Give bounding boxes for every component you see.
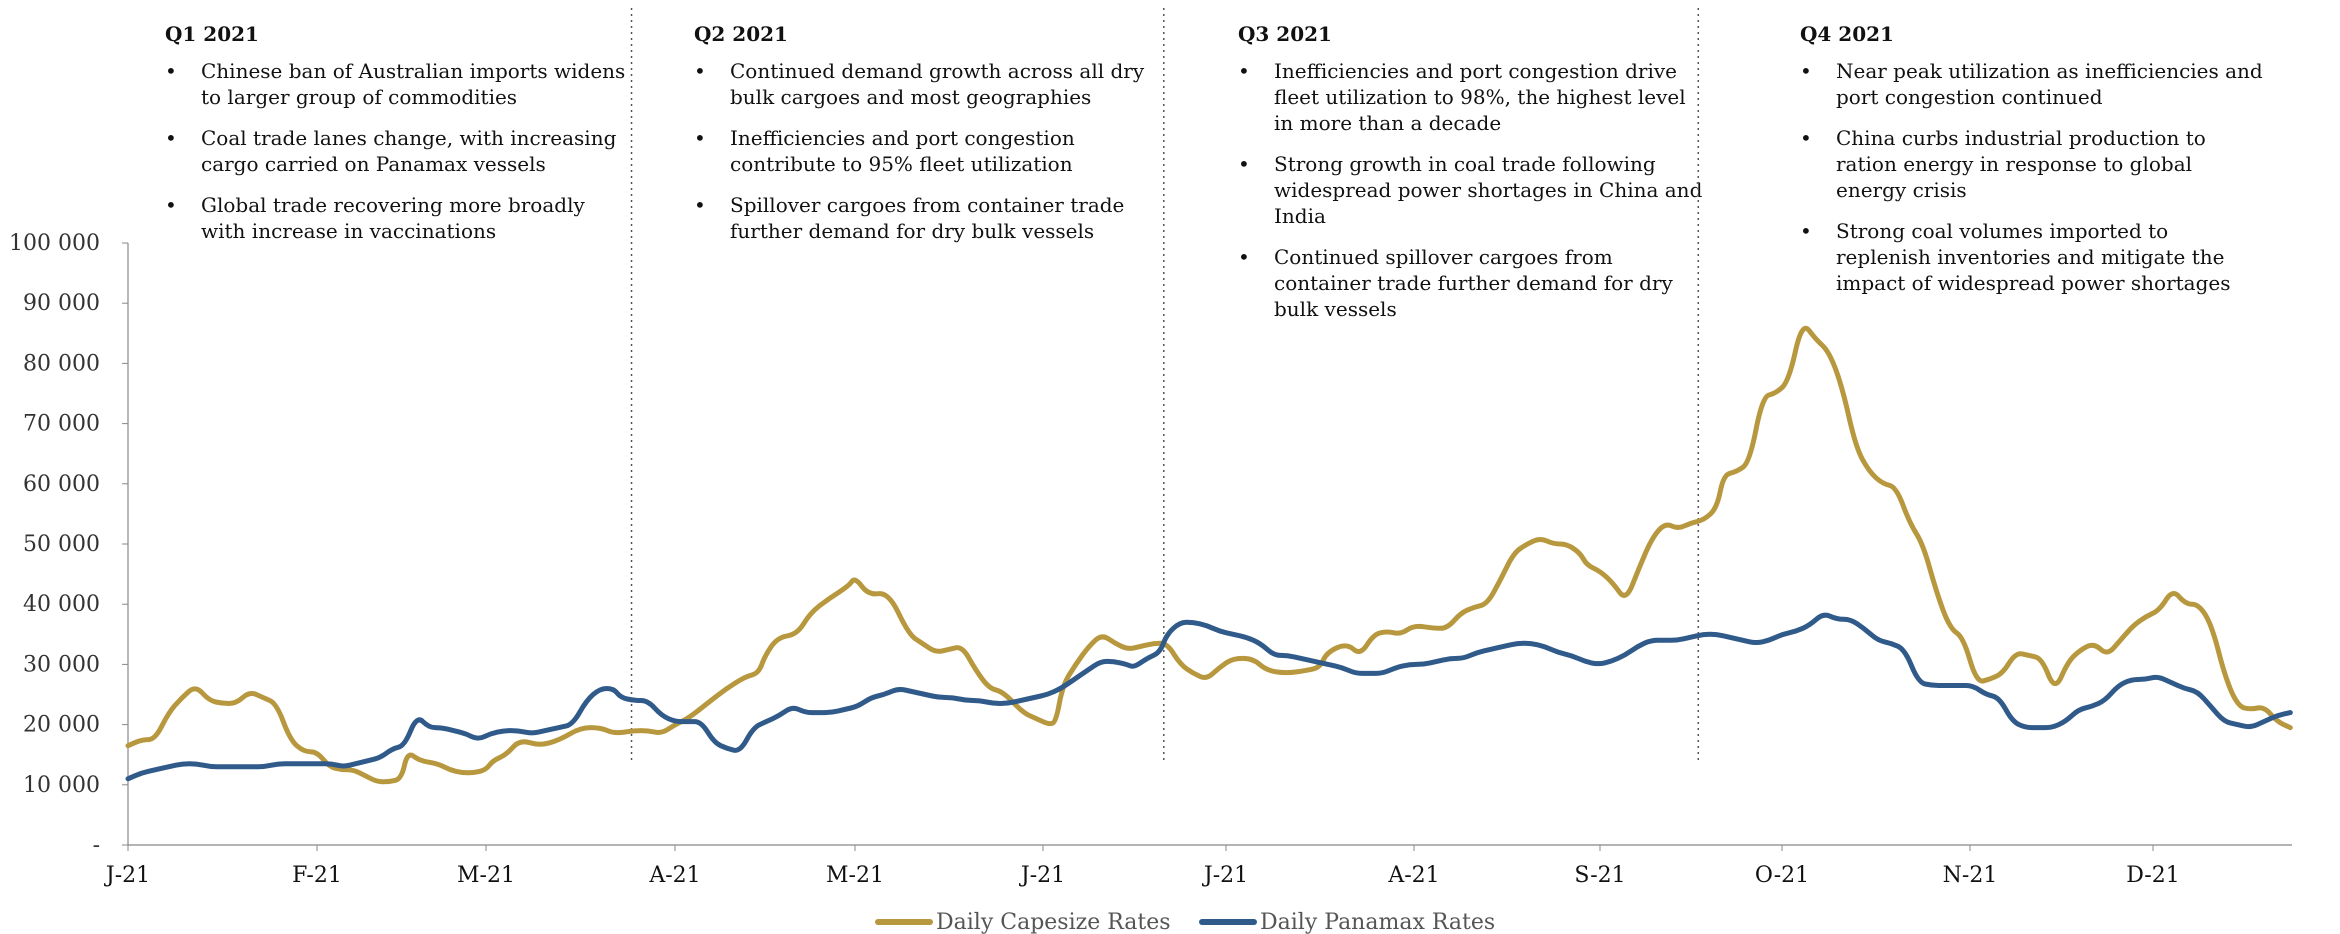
chart-axes: - 10 000 20 000 30 000 40 000 50 000 60 000 70 … bbox=[9, 231, 2292, 888]
y-tick-label: 90 000 bbox=[23, 291, 100, 316]
y-tick-label: 20 000 bbox=[23, 713, 100, 738]
panamax-series-line bbox=[125, 612, 2293, 782]
quarter-bullet: Inefficiencies and port congestion drive… bbox=[1236, 58, 1706, 136]
quarter-title: Q4 2021 bbox=[1800, 22, 1894, 46]
legend-label: Daily Capesize Rates bbox=[936, 910, 1171, 934]
quarter-bullet: Strong growth in coal trade following wi… bbox=[1236, 151, 1706, 229]
y-tick-label: 40 000 bbox=[23, 592, 100, 617]
y-tick-label: - bbox=[93, 833, 100, 858]
x-tick-label: N-21 bbox=[1943, 863, 1998, 888]
quarter-bullet: Continued spillover cargoes from contain… bbox=[1236, 244, 1706, 322]
x-tick-label: J-21 bbox=[1019, 863, 1065, 888]
quarter-bullet: Near peak utilization as inefficiencies … bbox=[1798, 58, 2268, 110]
quarter-title: Q1 2021 bbox=[165, 22, 259, 46]
quarter-bullet-list: Inefficiencies and port congestion drive… bbox=[1236, 58, 1706, 322]
y-tick-label: 70 000 bbox=[23, 412, 100, 437]
quarter-block-q2: Q2 2021 Continued demand growth across al… bbox=[692, 22, 1162, 259]
quarter-bullet: Inefficiencies and port congestion contr… bbox=[692, 125, 1162, 177]
capesize-series-line bbox=[125, 325, 2293, 785]
x-tick-label: A-21 bbox=[1387, 863, 1439, 888]
legend-label: Daily Panamax Rates bbox=[1260, 910, 1495, 934]
chart-series bbox=[125, 325, 2293, 785]
chart-legend: Daily Capesize Rates Daily Panamax Rates bbox=[875, 910, 1495, 934]
y-tick-label: 80 000 bbox=[23, 351, 100, 376]
quarter-block-q4: Q4 2021 Near peak utilization as ineffici… bbox=[1798, 22, 2268, 311]
quarter-bullet-list: Continued demand growth across all dry b… bbox=[692, 58, 1162, 244]
quarter-bullet: Global trade recovering more broadly wit… bbox=[163, 192, 633, 244]
y-tick-label: 60 000 bbox=[23, 472, 100, 497]
y-tick-label: 100 000 bbox=[9, 231, 100, 256]
quarter-bullet: China curbs industrial production to rat… bbox=[1798, 125, 2268, 203]
x-tick-label: F-21 bbox=[292, 863, 342, 888]
quarter-bullet: Chinese ban of Australian imports widens… bbox=[163, 58, 633, 110]
x-tick-label: S-21 bbox=[1574, 863, 1625, 888]
y-tick-label: 10 000 bbox=[23, 773, 100, 798]
quarter-block-q1: Q1 2021 Chinese ban of Australian imports… bbox=[163, 22, 633, 259]
quarter-block-q3: Q3 2021 Inefficiencies and port congestio… bbox=[1236, 22, 1706, 337]
quarter-title: Q2 2021 bbox=[694, 22, 788, 46]
y-tick-label: 30 000 bbox=[23, 652, 100, 677]
quarter-bullet: Spillover cargoes from container trade f… bbox=[692, 192, 1162, 244]
quarter-bullet-list: Near peak utilization as inefficiencies … bbox=[1798, 58, 2268, 296]
x-tick-label: O-21 bbox=[1755, 863, 1809, 888]
quarter-bullet: Coal trade lanes change, with increasing… bbox=[163, 125, 633, 177]
x-tick-label: D-21 bbox=[2126, 863, 2179, 888]
y-tick-label: 50 000 bbox=[23, 532, 100, 557]
x-tick-label: J-21 bbox=[104, 863, 150, 888]
x-tick-label: A-21 bbox=[648, 863, 700, 888]
quarter-bullet: Strong coal volumes imported to replenis… bbox=[1798, 218, 2268, 296]
quarter-bullet-list: Chinese ban of Australian imports widens… bbox=[163, 58, 633, 244]
x-tick-label: M-21 bbox=[826, 863, 884, 888]
quarter-title: Q3 2021 bbox=[1238, 22, 1332, 46]
quarter-bullet: Continued demand growth across all dry b… bbox=[692, 58, 1162, 110]
x-tick-label: M-21 bbox=[457, 863, 515, 888]
x-tick-label: J-21 bbox=[1202, 863, 1248, 888]
